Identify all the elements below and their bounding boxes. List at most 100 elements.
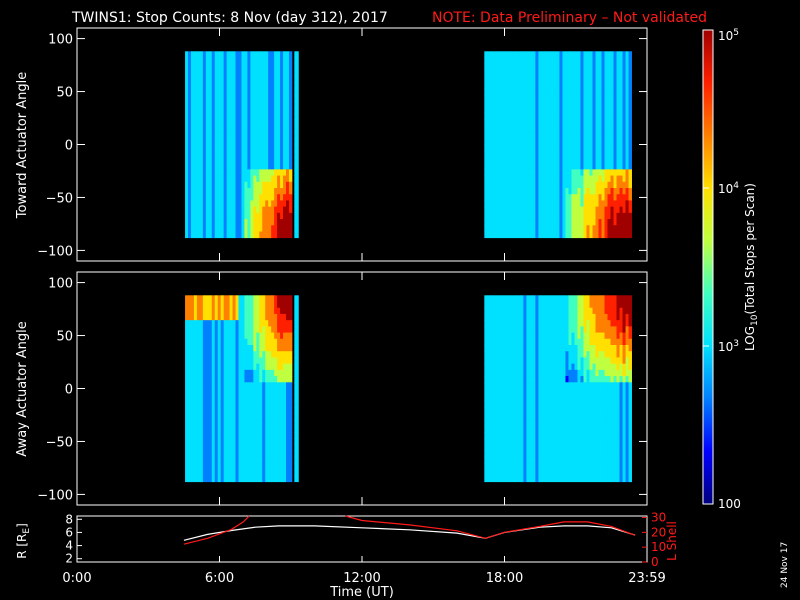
heatmap-cell xyxy=(265,57,269,65)
heatmap-cell xyxy=(628,57,632,65)
heatmap-cell xyxy=(196,475,201,483)
heatmap-cell xyxy=(568,101,572,108)
heatmap-cell xyxy=(226,450,230,458)
heatmap-cell xyxy=(247,206,251,214)
heatmap-cell xyxy=(280,101,284,108)
heatmap-cell xyxy=(280,407,284,414)
heatmap-cell xyxy=(202,431,207,439)
heatmap-cell xyxy=(193,338,198,346)
heatmap-cell xyxy=(199,307,204,315)
heatmap-cell xyxy=(493,444,497,452)
heatmap-cell xyxy=(487,194,491,201)
heatmap-cell xyxy=(505,163,509,170)
heatmap-cell xyxy=(202,407,207,414)
heatmap-cell xyxy=(592,51,596,58)
heatmap-cell xyxy=(574,475,578,483)
heatmap-cell xyxy=(283,51,287,58)
heatmap-cell xyxy=(283,431,287,439)
heatmap-cell xyxy=(250,82,254,89)
heatmap-cell xyxy=(262,351,266,358)
heatmap-cell xyxy=(613,156,617,164)
heatmap-cell xyxy=(202,212,207,220)
heatmap-cell xyxy=(250,425,254,433)
heatmap-cell xyxy=(586,431,590,439)
heatmap-cell xyxy=(556,369,560,377)
heatmap-cell xyxy=(544,444,548,452)
heatmap-cell xyxy=(247,194,251,201)
heatmap-cell xyxy=(592,357,596,365)
heatmap-cell xyxy=(505,332,509,340)
heatmap-cell xyxy=(628,206,632,214)
heatmap-cell xyxy=(571,82,575,89)
heatmap-cell xyxy=(250,295,254,302)
heatmap-cell xyxy=(294,225,299,232)
heatmap-cell xyxy=(196,463,201,470)
heatmap-cell xyxy=(262,313,266,321)
heatmap-cell xyxy=(529,313,533,321)
heatmap-cell xyxy=(619,88,623,96)
heatmap-cell xyxy=(265,456,269,464)
heatmap-cell xyxy=(625,63,629,71)
heatmap-cell xyxy=(226,119,230,127)
heatmap-cell xyxy=(568,326,572,333)
heatmap-cell xyxy=(229,181,233,189)
heatmap-cell xyxy=(559,101,563,108)
heatmap-cell xyxy=(541,175,545,183)
heatmap-cell xyxy=(565,206,569,214)
heatmap-cell xyxy=(286,119,290,127)
heatmap-cell xyxy=(556,169,560,176)
heatmap-cell xyxy=(589,419,593,427)
heatmap-cell xyxy=(193,107,198,114)
heatmap-cell xyxy=(191,169,195,176)
heatmap-cell xyxy=(547,219,551,226)
heatmap-cell xyxy=(541,181,545,189)
heatmap-cell xyxy=(229,113,233,121)
heatmap-cell xyxy=(562,219,566,226)
heatmap-cell xyxy=(571,313,575,321)
heatmap-cell xyxy=(619,57,623,65)
heatmap-cell xyxy=(196,200,201,208)
heatmap-cell xyxy=(511,338,515,346)
heatmap-cell xyxy=(202,326,207,333)
heatmap-cell xyxy=(595,200,599,208)
heatmap-cell xyxy=(217,181,222,189)
heatmap-cell xyxy=(188,169,192,176)
heatmap-cell xyxy=(577,200,581,208)
heatmap-cell xyxy=(499,469,503,476)
heatmap-cell xyxy=(229,163,233,170)
heatmap-cell xyxy=(496,382,500,389)
heatmap-cell xyxy=(262,69,266,77)
heatmap-cell xyxy=(247,51,251,58)
heatmap-cell xyxy=(220,394,225,402)
heatmap-cell xyxy=(535,345,539,352)
heatmap-cell xyxy=(553,369,557,377)
heatmap-cell xyxy=(607,219,611,226)
heatmap-cell xyxy=(265,225,269,232)
heatmap-cell xyxy=(188,475,192,483)
heatmap-cell xyxy=(544,107,548,114)
heatmap-cell xyxy=(188,469,192,476)
heatmap-cell xyxy=(571,444,575,452)
heatmap-cell xyxy=(241,407,245,414)
heatmap-cell xyxy=(607,206,611,214)
heatmap-cell xyxy=(283,345,287,352)
heatmap-cell xyxy=(250,320,254,327)
heatmap-cell xyxy=(613,212,617,220)
heatmap-cell xyxy=(565,307,569,315)
heatmap-cell xyxy=(502,156,506,164)
heatmap-cell xyxy=(547,231,551,239)
heatmap-cell xyxy=(490,425,494,433)
heatmap-cell xyxy=(568,156,572,164)
heatmap-cell xyxy=(601,357,605,365)
heatmap-cell xyxy=(250,369,254,377)
heatmap-cell xyxy=(598,88,602,96)
heatmap-cell xyxy=(565,107,569,114)
heatmap-cell xyxy=(288,138,293,145)
heatmap-cell xyxy=(550,163,554,170)
heatmap-cell xyxy=(559,363,563,371)
heatmap-cell xyxy=(188,400,192,408)
heatmap-cell xyxy=(592,463,596,470)
heatmap-cell xyxy=(241,69,245,77)
heatmap-cell xyxy=(214,463,219,470)
heatmap-cell xyxy=(205,351,210,358)
